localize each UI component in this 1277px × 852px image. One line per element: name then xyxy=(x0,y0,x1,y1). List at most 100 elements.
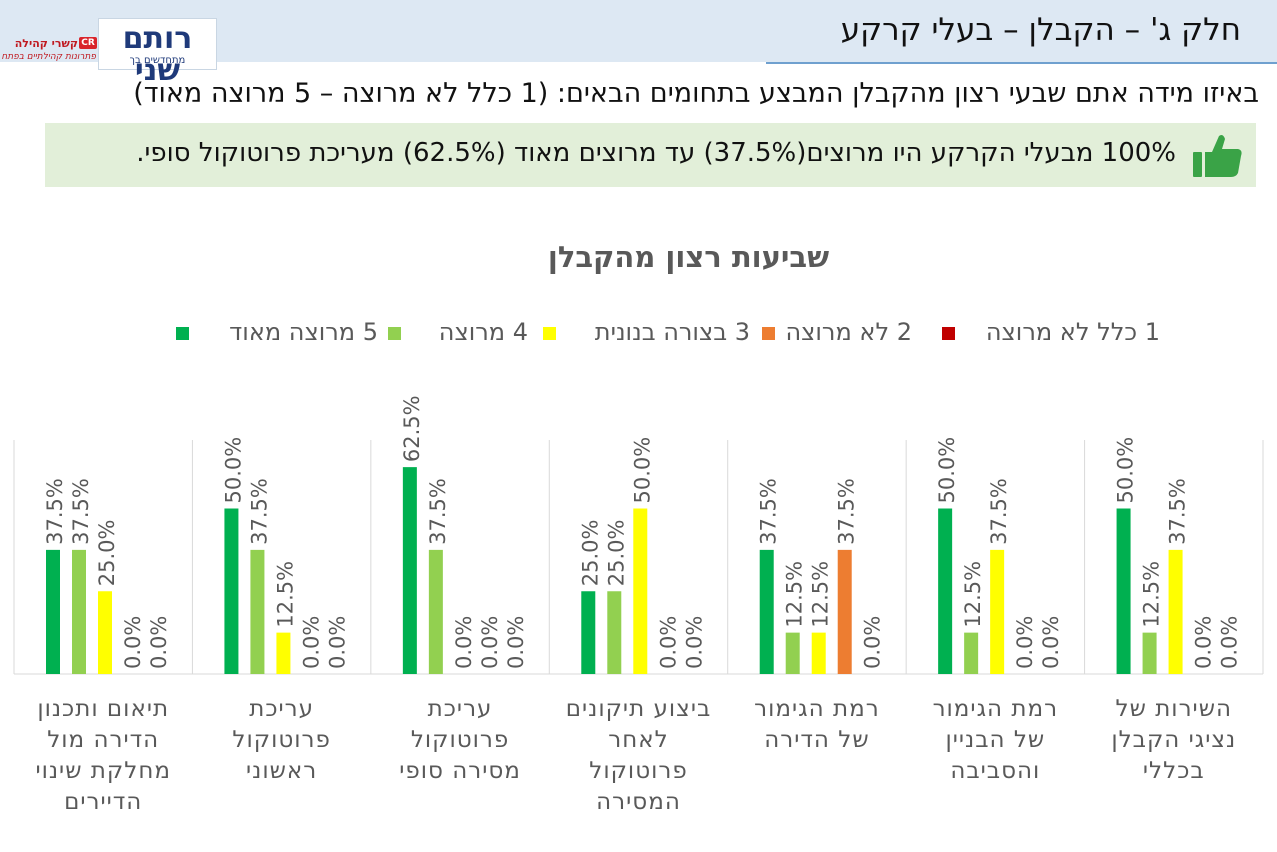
survey-question: באיזו מידה אתם שבעי רצון מהקבלן המבצע בת… xyxy=(133,78,1259,109)
legend-item: 1 כלל לא מרוצה xyxy=(942,318,1162,352)
category-label-line: פרוטוקול xyxy=(589,758,688,784)
category-label-line: השירות של xyxy=(1115,696,1233,722)
data-label: 37.5% xyxy=(835,478,859,545)
data-label: 12.5% xyxy=(273,561,297,628)
title-underline xyxy=(766,62,1277,64)
thumbs-up-icon xyxy=(1193,135,1242,177)
data-label: 0.0% xyxy=(1218,616,1242,669)
legend-swatch xyxy=(942,327,955,340)
bar xyxy=(964,632,979,674)
company-logo: רותם שני מתחדשים בך xyxy=(98,18,217,87)
category-label-line: רמת הגימור xyxy=(932,696,1059,722)
category-label: ביצוע תיקונים לאחר פרוטוקול המסירה xyxy=(553,694,725,818)
category-label: רמת הגימור של הדירה xyxy=(731,694,903,756)
legend-item: 2 לא מרוצה xyxy=(762,318,914,352)
category-label: תיאום ותכנון הדירה מול מחלקת שינוי הדיירים xyxy=(17,694,189,818)
legend-label: 2 לא מרוצה xyxy=(785,318,912,346)
legend-item: 4 מרוצה xyxy=(388,318,530,352)
legend-item: 5 מרוצה מאוד xyxy=(176,318,380,352)
category-label-line: של הדירה xyxy=(764,727,870,753)
bar xyxy=(276,632,291,674)
data-label: 37.5% xyxy=(1166,478,1190,545)
highlight-box: 100% מבעלי הקרקע היו מרוצים(37.5%) עד מר… xyxy=(45,123,1256,187)
partner-logo-tagline: פתרונות קהילתיים בפתח xyxy=(1,52,96,62)
data-label: 0.0% xyxy=(299,616,323,669)
data-label: 0.0% xyxy=(1039,616,1063,669)
bar xyxy=(46,549,60,674)
data-label: 37.5% xyxy=(69,478,93,545)
data-label: 0.0% xyxy=(682,616,706,669)
category-label-line: נציגי הקבלן xyxy=(1111,727,1237,753)
bar xyxy=(428,549,443,674)
category-label: עריכת פרוטוקול מסירה סופי xyxy=(374,694,546,787)
bar xyxy=(837,549,852,674)
data-label: 25.0% xyxy=(95,520,119,587)
legend-swatch xyxy=(762,327,775,340)
category-label-line: תיאום ותכנון xyxy=(37,696,170,722)
category-label: עריכת פרוטוקול ראשוני xyxy=(196,694,368,787)
legend-label: 3 בצורה בנונית xyxy=(594,318,750,346)
partner-logo-name: קשרי קהילה xyxy=(14,37,78,50)
bar xyxy=(1168,549,1183,674)
category-label-line: והסביבה xyxy=(950,758,1041,784)
category-label-line: הדירה מול xyxy=(47,727,160,753)
legend-swatch xyxy=(176,327,189,340)
data-label: 0.0% xyxy=(147,616,171,669)
category-label-line: רמת הגימור xyxy=(754,696,880,722)
bar xyxy=(1142,632,1157,674)
legend-item: 3 בצורה בנונית xyxy=(543,318,752,352)
category-label-line: פרוטוקול xyxy=(410,727,510,753)
chart-title: שביעות רצון מהקבלן xyxy=(547,240,830,274)
data-label: 0.0% xyxy=(452,616,476,669)
data-label: 0.0% xyxy=(325,616,349,669)
data-label: 37.5% xyxy=(987,478,1011,545)
page-title: חלק ג' – הקבלן – בעלי קרקע xyxy=(840,12,1241,48)
data-label: 0.0% xyxy=(504,616,528,669)
data-label: 12.5% xyxy=(783,561,807,628)
bar xyxy=(633,508,648,674)
data-label: 12.5% xyxy=(1140,561,1164,628)
data-label: 0.0% xyxy=(656,616,680,669)
bar xyxy=(1116,508,1131,674)
data-label: 0.0% xyxy=(861,616,885,669)
data-label: 25.0% xyxy=(604,520,628,587)
category-label-line: של הבניין xyxy=(945,727,1046,753)
legend-label: 1 כלל לא מרוצה xyxy=(985,318,1160,346)
category-label-line: מחלקת שינוי xyxy=(35,758,171,784)
data-label: 0.0% xyxy=(1013,616,1037,669)
data-label: 62.5% xyxy=(400,395,424,462)
data-label: 0.0% xyxy=(121,616,145,669)
data-label: 12.5% xyxy=(961,561,985,628)
bar xyxy=(607,591,622,674)
category-label-line: ביצוע תיקונים xyxy=(565,696,712,722)
bar xyxy=(250,549,265,674)
category-label-line: מסירה סופי xyxy=(399,758,521,784)
data-label: 50.0% xyxy=(630,437,654,504)
category-label-line: עריכת xyxy=(249,696,315,722)
category-label-line: המסירה xyxy=(596,789,681,815)
logo-subtext: מתחדשים בך xyxy=(129,55,186,66)
bar xyxy=(72,549,86,674)
data-label: 37.5% xyxy=(247,478,271,545)
category-label-line: הדיירים xyxy=(64,789,143,815)
category-label-line: בכללי xyxy=(1142,758,1205,784)
data-label: 50.0% xyxy=(1114,437,1138,504)
data-label: 37.5% xyxy=(43,478,67,545)
data-label: 50.0% xyxy=(935,437,959,504)
data-label: 12.5% xyxy=(809,561,833,628)
legend-label: 5 מרוצה מאוד xyxy=(229,318,378,346)
category-label-line: לאחר xyxy=(608,727,669,753)
bar xyxy=(785,632,800,674)
bar xyxy=(224,508,239,674)
data-label: 0.0% xyxy=(478,616,502,669)
category-label: רמת הגימור של הבניין והסביבה xyxy=(909,694,1081,787)
category-label-line: ראשוני xyxy=(246,758,318,784)
data-label: 0.0% xyxy=(1192,616,1216,669)
category-label-line: פרוטוקול xyxy=(232,727,331,753)
data-label: 25.0% xyxy=(578,520,602,587)
bar xyxy=(811,632,826,674)
bar xyxy=(759,549,774,674)
bar xyxy=(581,591,596,674)
chart-legend: 5 מרוצה מאוד 4 מרוצה 3 בצורה בנונית 2 לא מר… xyxy=(0,318,1277,352)
